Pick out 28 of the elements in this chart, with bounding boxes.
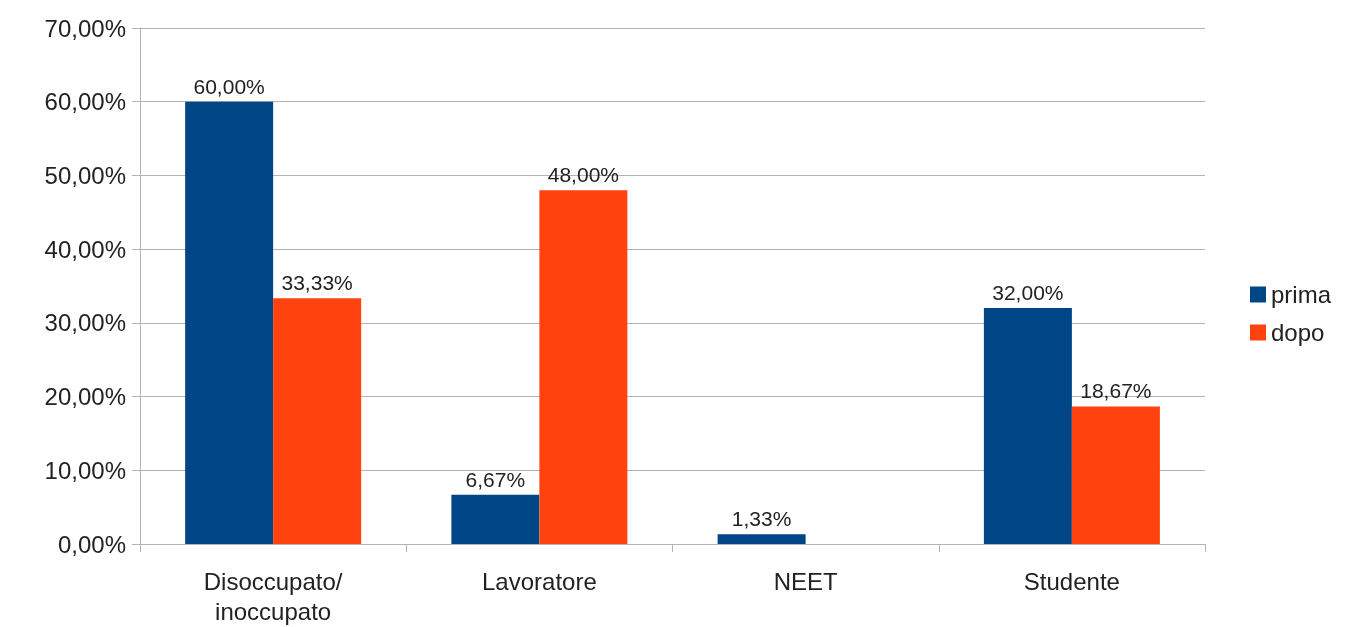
y-tick-label: 50,00% — [44, 161, 126, 189]
bar — [539, 190, 628, 544]
y-tick-label: 70,00% — [44, 14, 126, 42]
data-label: 18,67% — [1080, 379, 1152, 403]
bar — [185, 101, 274, 544]
bar — [983, 308, 1072, 544]
y-tick-label: 60,00% — [44, 88, 126, 116]
bar — [451, 494, 540, 544]
x-tick-label: Lavoratore — [482, 567, 597, 595]
data-label: 48,00% — [547, 163, 619, 187]
data-label: 6,67% — [465, 467, 526, 491]
data-label: 1,33% — [731, 507, 792, 531]
bar — [273, 298, 362, 544]
data-label: 33,33% — [281, 271, 353, 295]
x-tick-label: Studente — [1023, 567, 1120, 595]
data-label: 32,00% — [992, 281, 1064, 305]
data-label: 60,00% — [193, 74, 265, 98]
y-tick-label: 40,00% — [44, 235, 126, 263]
bar — [717, 534, 806, 544]
y-tick-label: 30,00% — [44, 309, 126, 337]
legend-label: prima — [1270, 281, 1332, 308]
x-tick-label: Disoccupato/ inoccupato — [203, 567, 343, 625]
bar — [1071, 406, 1160, 544]
y-tick-label: 20,00% — [44, 383, 126, 411]
x-tick-label: NEET — [773, 567, 838, 595]
y-tick-label: 10,00% — [44, 456, 126, 484]
legend-label: dopo — [1270, 319, 1325, 346]
y-tick-label: 0,00% — [57, 530, 126, 558]
